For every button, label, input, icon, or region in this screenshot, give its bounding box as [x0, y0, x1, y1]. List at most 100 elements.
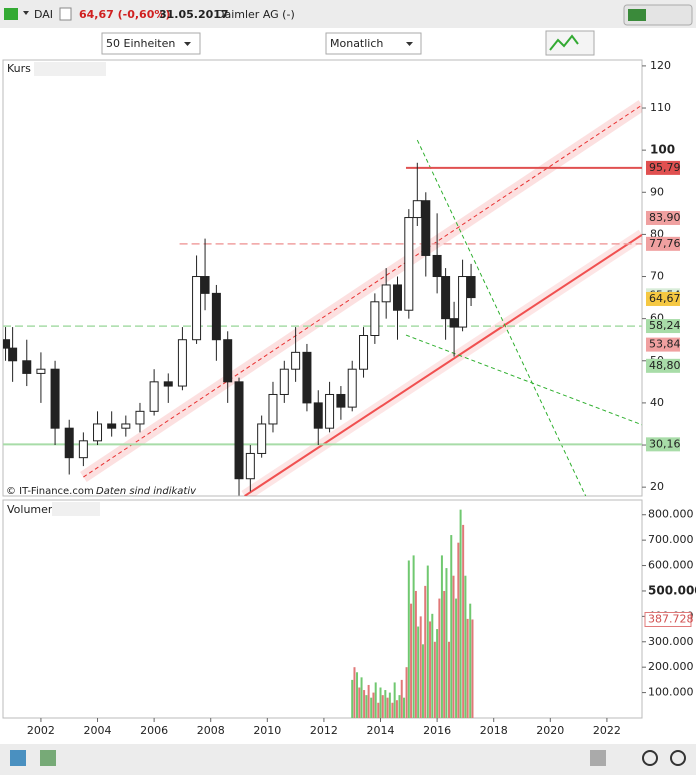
candle-body [347, 368, 357, 408]
candle-body [291, 351, 301, 370]
level-label: 53,84 [649, 338, 681, 351]
dropdown-arrow[interactable] [23, 11, 29, 15]
volume-bar [386, 697, 389, 718]
candle-body [22, 360, 32, 374]
y-tick-label: 100.000 [648, 686, 694, 699]
candle-body [93, 423, 103, 442]
y-tick-label: 90 [650, 185, 664, 198]
info-icon[interactable] [59, 7, 72, 21]
indicator-button[interactable] [545, 30, 595, 56]
volume-bar [356, 672, 359, 718]
volume-bar [443, 590, 446, 718]
period-select[interactable] [101, 32, 201, 55]
top-bar [0, 0, 696, 28]
y-tick-label: 200.000 [648, 660, 694, 673]
keyboard-icon[interactable] [628, 9, 646, 21]
volume-bar [365, 695, 368, 718]
candle-body [121, 423, 131, 429]
volume-bar [377, 702, 380, 718]
panel-label: Kurs [7, 62, 31, 75]
candle-body [279, 368, 289, 395]
price-panel [2, 59, 643, 497]
candle-body [404, 217, 414, 311]
level-tag [646, 319, 680, 334]
volume-bar [424, 585, 427, 718]
credit: © IT-Finance.com [6, 486, 94, 497]
y-tick-label: 300.000 [648, 635, 694, 648]
tool-icon[interactable] [40, 750, 56, 766]
volume-bar [400, 679, 403, 718]
zoom-in[interactable] [670, 750, 686, 766]
zoom-out[interactable] [642, 750, 658, 766]
indicator-icon [549, 34, 579, 51]
dropdown-arrow [406, 42, 413, 46]
candle-body [50, 368, 60, 429]
interval-select[interactable] [325, 32, 422, 55]
candle-body [313, 402, 323, 429]
volume-bar [426, 565, 429, 718]
candle-body [421, 200, 431, 256]
x-tick-label: 2010 [253, 724, 281, 737]
volume-bar [459, 509, 462, 718]
volume-bar [455, 598, 458, 718]
volume-bar [462, 524, 465, 718]
x-tick-label: 2016 [423, 724, 451, 737]
panel-tools[interactable] [34, 62, 106, 76]
candle-body [458, 276, 468, 328]
tool-icon[interactable] [10, 750, 26, 766]
volume-bar [445, 568, 448, 718]
chart-icon[interactable] [4, 8, 18, 20]
company: Daimler AG (-) [216, 8, 295, 21]
trendline [244, 233, 642, 496]
volume-bar [384, 690, 387, 718]
volume-bar [372, 692, 375, 718]
candle-body [223, 339, 233, 383]
candle-body [64, 427, 74, 459]
level-label: 30,16 [649, 437, 681, 450]
volume-bar [379, 687, 382, 718]
x-tick-label: 2004 [84, 724, 112, 737]
volume-bar [370, 697, 373, 718]
y-tick-label: 500.000 [648, 583, 696, 597]
volume-bar [388, 692, 391, 718]
volume-bar [398, 695, 401, 718]
candle-body [36, 368, 46, 374]
level-label: 95,79 [649, 161, 681, 174]
volume-bar [421, 644, 424, 718]
level-label: 83,90 [649, 211, 681, 224]
volume-bar [471, 619, 474, 718]
candle-body [392, 284, 402, 311]
panel-tools[interactable] [52, 502, 100, 516]
candle-body [107, 423, 117, 429]
volume-bar [431, 613, 434, 718]
bottom-bar [0, 744, 696, 775]
tool-icon[interactable] [590, 750, 606, 766]
volume-bar [407, 560, 410, 718]
volume-bar [433, 641, 436, 718]
y-tick-label: 700.000 [648, 533, 694, 546]
candle-body [336, 393, 346, 408]
trendline [405, 334, 642, 426]
volume-bar [414, 590, 417, 718]
volume-bar [395, 700, 398, 718]
y-tick-label: 70 [650, 270, 664, 283]
y-tick-label: 600.000 [648, 559, 694, 572]
volume-bar [358, 687, 361, 718]
candle-body [200, 276, 210, 294]
level-tag [646, 358, 680, 373]
trendline [416, 139, 587, 496]
volume-bar [457, 542, 460, 718]
candle-body [149, 381, 159, 412]
volume-bar [419, 616, 422, 718]
volume-bar [438, 598, 441, 718]
candle-body [211, 292, 221, 341]
x-tick-label: 2012 [310, 724, 338, 737]
level-tag [646, 291, 680, 306]
level-label: 77,76 [649, 237, 681, 250]
y-tick-label: 100 [650, 143, 675, 157]
level-label: 64,67 [649, 292, 681, 305]
candle-body [466, 276, 476, 299]
panel-label: Volumen [7, 503, 55, 516]
level-tag [646, 160, 680, 175]
candle-body [177, 339, 187, 387]
